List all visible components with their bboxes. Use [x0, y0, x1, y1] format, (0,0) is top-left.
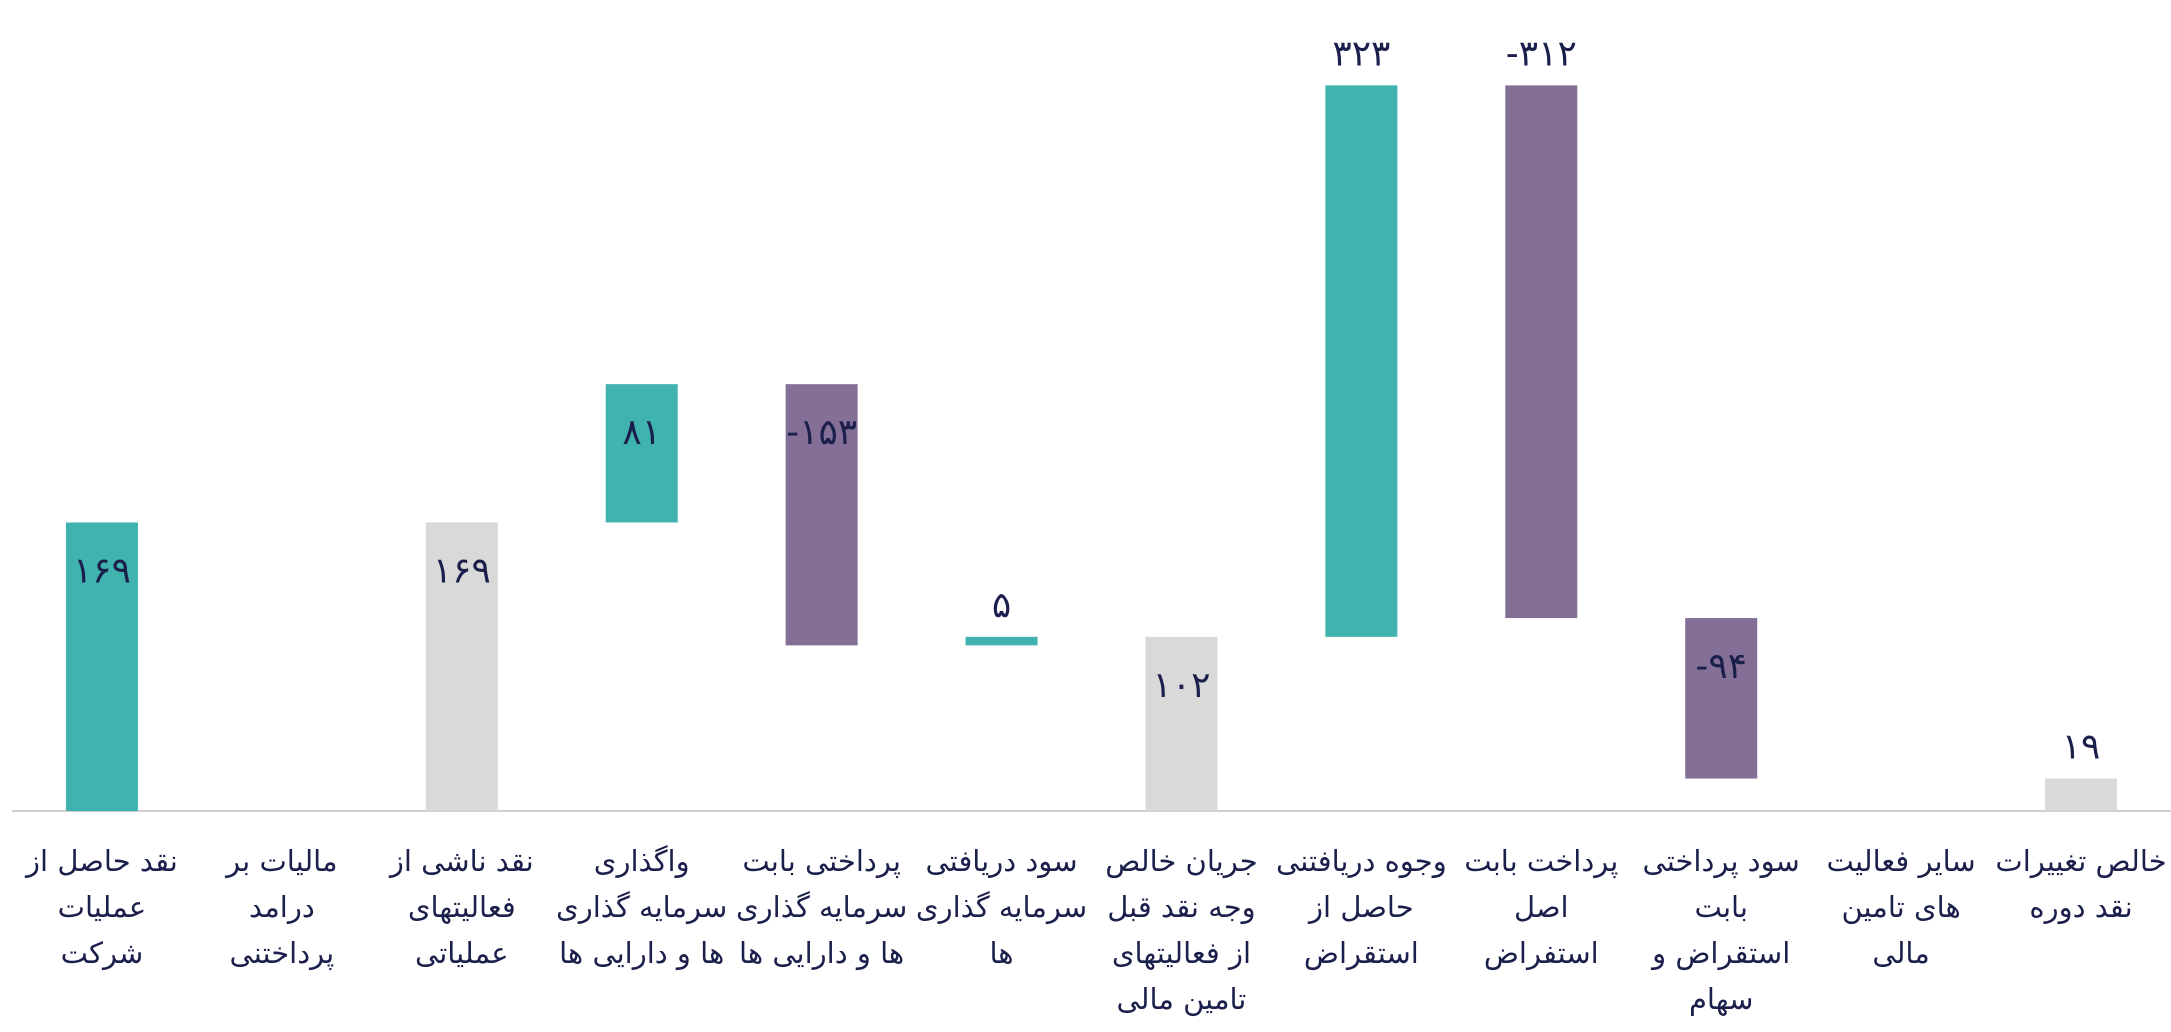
data-label: -۹۴ — [1695, 646, 1747, 687]
data-label: -۱۵۳ — [786, 412, 857, 453]
x-tick-label: سود پرداختی بابت استقراض و سهام — [1642, 844, 1800, 1016]
data-label: ۱۹ — [2062, 727, 2101, 768]
data-label: ۱۰۲ — [1152, 665, 1210, 706]
bar — [1145, 636, 1218, 811]
x-tick-label: واگذاری سرمایه گذاری ها و دارایی ها — [556, 844, 728, 970]
bar — [425, 522, 498, 811]
data-label: ۱۶۹ — [73, 550, 131, 591]
bar — [785, 384, 858, 646]
data-label: ۵ — [992, 585, 1011, 626]
x-tick-label: سایر فعالیت های تامین مالی — [1826, 844, 1976, 970]
data-label: ۳۲۳ — [1332, 33, 1390, 74]
x-tick-label: پرداخت بابت اصل استفراض — [1464, 844, 1619, 970]
bar — [1325, 85, 1398, 637]
data-label: ۸۱ — [622, 412, 661, 453]
bar — [605, 384, 678, 523]
x-tick-label: جریان خالص وجه نقد قبل از فعالیتهای تامی… — [1105, 844, 1258, 1016]
bar — [2045, 778, 2118, 811]
data-label: ۱۶۹ — [433, 550, 491, 591]
bar — [965, 636, 1038, 646]
data-label: -۳۱۲ — [1506, 33, 1577, 74]
x-tick-label: مالیات بر درامد پرداختنی — [226, 844, 338, 970]
x-tick-label: وجوه دریافتنی حاصل از استقراض — [1276, 844, 1447, 970]
bar — [1685, 618, 1758, 779]
bar — [1505, 85, 1578, 619]
x-tick-label: خالص تغییرات نقد دوره — [1995, 844, 2167, 924]
bar — [65, 522, 138, 811]
x-tick-label: نقد ناشی از فعالیتهای عملیاتی — [389, 844, 534, 970]
x-tick-label: سود دریافتی سرمایه گذاری ها — [915, 844, 1088, 970]
x-tick-label: پرداختی بابت سرمایه گذاری ها و دارایی ها — [735, 844, 908, 970]
x-tick-label: نقد حاصل از عملیات شرکت — [26, 844, 178, 970]
